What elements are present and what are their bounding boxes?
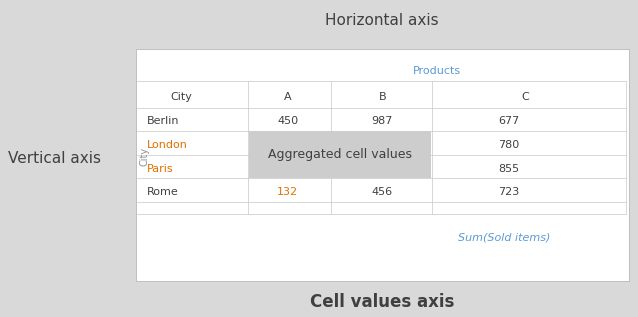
Text: Sum(Sold items): Sum(Sold items) bbox=[458, 233, 551, 243]
Text: City: City bbox=[140, 147, 150, 166]
Text: Berlin: Berlin bbox=[147, 116, 180, 126]
Text: London: London bbox=[147, 140, 188, 150]
Text: 855: 855 bbox=[498, 164, 519, 174]
Text: Horizontal axis: Horizontal axis bbox=[325, 13, 439, 28]
Text: Aggregated cell values: Aggregated cell values bbox=[268, 148, 412, 161]
Text: City: City bbox=[170, 92, 193, 102]
Text: 677: 677 bbox=[498, 116, 519, 126]
Text: C: C bbox=[522, 92, 530, 102]
FancyBboxPatch shape bbox=[136, 49, 628, 281]
Text: Cell values axis: Cell values axis bbox=[310, 293, 454, 311]
Text: A: A bbox=[284, 92, 292, 102]
Text: 132: 132 bbox=[277, 187, 298, 197]
Text: Products: Products bbox=[413, 66, 461, 76]
Text: Paris: Paris bbox=[147, 164, 174, 174]
Text: 780: 780 bbox=[498, 140, 519, 150]
Text: B: B bbox=[378, 92, 386, 102]
Text: 987: 987 bbox=[371, 116, 393, 126]
Text: 456: 456 bbox=[372, 187, 393, 197]
FancyBboxPatch shape bbox=[249, 131, 431, 178]
Text: 450: 450 bbox=[277, 116, 298, 126]
Text: Rome: Rome bbox=[147, 187, 179, 197]
Text: Vertical axis: Vertical axis bbox=[8, 151, 101, 166]
Text: 723: 723 bbox=[498, 187, 519, 197]
